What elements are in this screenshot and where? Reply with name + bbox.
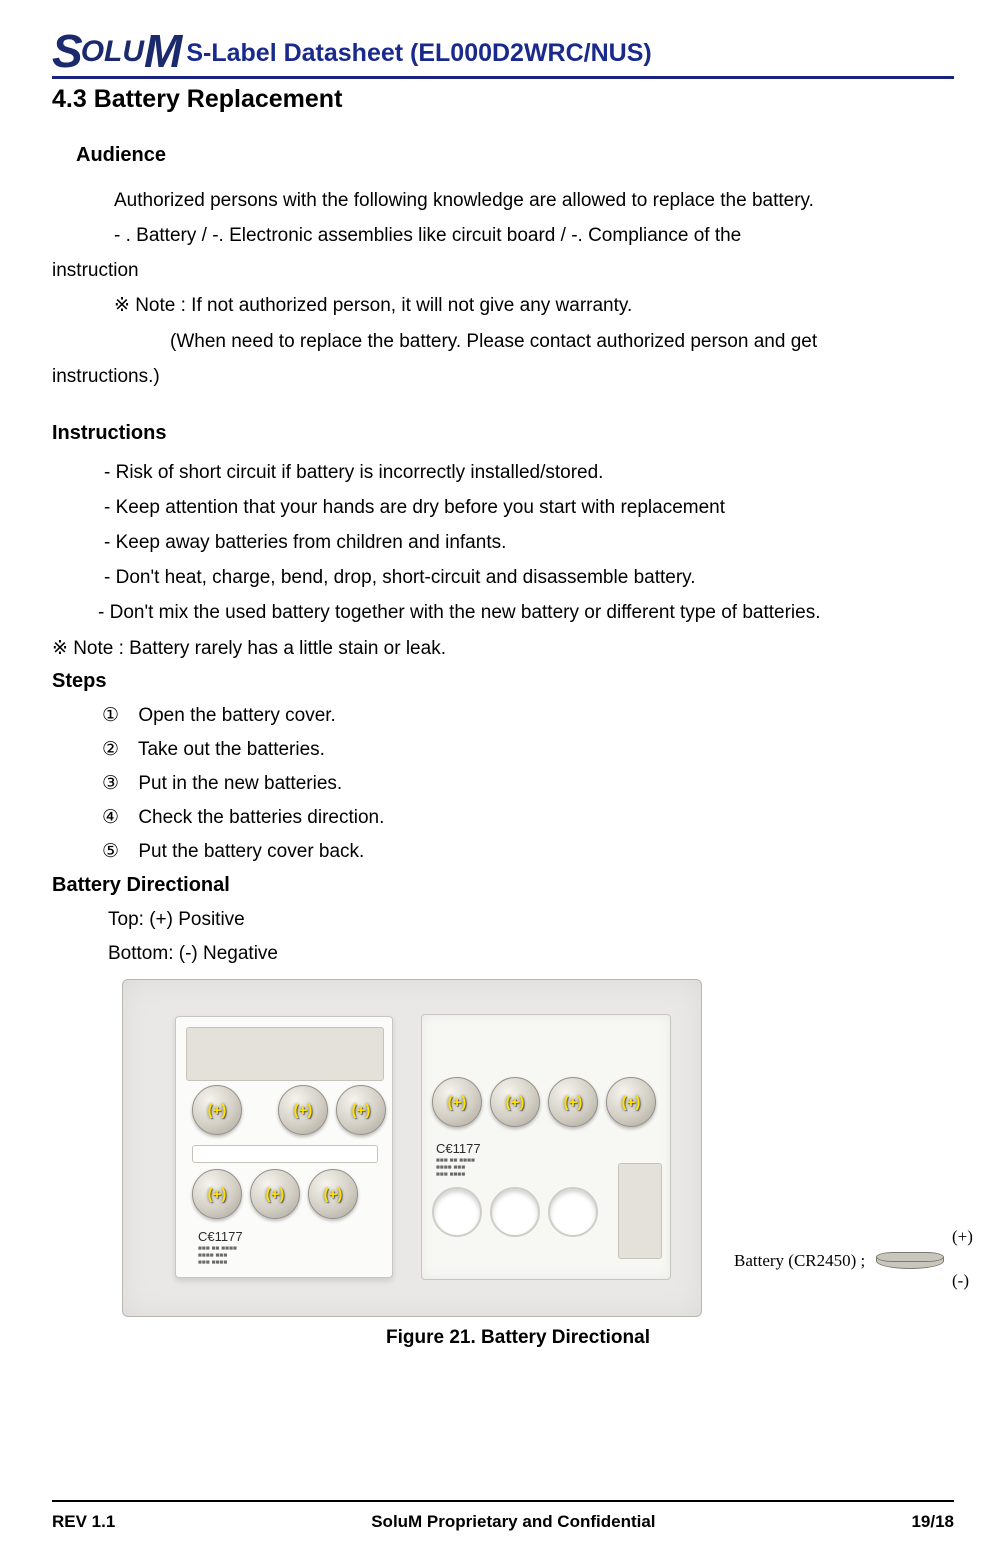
plus-label: (+) (208, 1186, 227, 1203)
logo: S OLU M (52, 18, 182, 72)
step-item: ① Open the battery cover. (102, 699, 954, 733)
step-item: ⑤ Put the battery cover back. (102, 835, 954, 869)
strip (618, 1163, 662, 1259)
step-num: ⑤ (102, 841, 119, 862)
side-diagram: Battery (CR2450) ; (+) (-) (734, 1251, 944, 1272)
audience-note1: ※ Note : If not authorized person, it wi… (114, 288, 954, 323)
step-num: ① (102, 705, 119, 726)
positive-label: (+) (952, 1227, 973, 1247)
audience-note2: (When need to replace the battery. Pleas… (170, 324, 954, 359)
step-num: ④ (102, 807, 119, 828)
logo-olu: OLU (81, 35, 144, 69)
plus-label: (+) (294, 1102, 313, 1119)
step-item: ② Take out the batteries. (102, 733, 954, 767)
battery-icon: (+) (278, 1085, 328, 1135)
device-box: (+) (+) (+) (+) (+) (+) C€1177 ■■■ ■■ ■■… (122, 979, 702, 1317)
battery-icon: (+) (250, 1169, 300, 1219)
plus-label: (+) (622, 1094, 641, 1111)
plus-label: (+) (324, 1186, 343, 1203)
empty-slot-icon (548, 1187, 598, 1237)
battery-icon: (+) (336, 1085, 386, 1135)
plus-label: (+) (506, 1094, 525, 1111)
strip (186, 1027, 384, 1081)
strip (192, 1145, 378, 1163)
instruction-item: - Keep attention that your hands are dry… (104, 490, 954, 525)
figure: (+) (+) (+) (+) (+) (+) C€1177 ■■■ ■■ ■■… (122, 979, 954, 1349)
plus-label: (+) (564, 1094, 583, 1111)
battery-row: (+) (+) (+) (192, 1085, 386, 1135)
footer: REV 1.1 SoluM Proprietary and Confidenti… (52, 1500, 954, 1532)
negative-label: (-) (952, 1271, 969, 1291)
tiny-text: ■■■ ■■ ■■■■■■■■ ■■■■■■ ■■■■ (198, 1245, 237, 1266)
page: S OLU M S-Label Datasheet (EL000D2WRC/NU… (0, 0, 1006, 1558)
empty-slot-icon (490, 1187, 540, 1237)
logo-m: M (144, 24, 182, 78)
page-number: 19/18 (911, 1512, 954, 1532)
battery-icon: (+) (432, 1077, 482, 1127)
steps-heading: Steps (52, 670, 954, 693)
plus-label: (+) (266, 1186, 285, 1203)
doc-title: S-Label Datasheet (EL000D2WRC/NUS) (186, 39, 651, 68)
confidential-label: SoluM Proprietary and Confidential (371, 1512, 655, 1532)
instruction-item: - Don't mix the used battery together wi… (98, 595, 954, 630)
battery-model-label: Battery (CR2450) ; (734, 1251, 865, 1270)
audience-line2: - . Battery / -. Electronic assemblies l… (114, 218, 954, 253)
cover-left: (+) (+) (+) (+) (+) (+) C€1177 ■■■ ■■ ■■… (175, 1016, 393, 1278)
audience-heading: Audience (76, 144, 954, 167)
battery-row: (+) (+) (+) (192, 1169, 358, 1219)
logo-s: S (52, 24, 81, 78)
step-text: Take out the batteries. (138, 739, 325, 760)
audience-note2b: instructions.) (52, 359, 954, 394)
battery-icon: (+) (192, 1169, 242, 1219)
instructions-note: ※ Note : Battery rarely has a little sta… (52, 631, 954, 666)
plus-label: (+) (208, 1102, 227, 1119)
bd-bottom: Bottom: (-) Negative (108, 937, 954, 971)
header: S OLU M S-Label Datasheet (EL000D2WRC/NU… (52, 18, 954, 79)
battery-row: (+) (+) (+) (+) (432, 1077, 656, 1127)
empty-slot-row (432, 1187, 598, 1237)
figure-caption: Figure 21. Battery Directional (82, 1327, 954, 1349)
step-text: Put the battery cover back. (138, 841, 364, 862)
audience-line2b: instruction (52, 253, 954, 288)
coin-battery-side-icon (876, 1252, 944, 1272)
instruction-item: - Don't heat, charge, bend, drop, short-… (104, 560, 954, 595)
step-num: ② (102, 739, 119, 760)
audience-line1: Authorized persons with the following kn… (114, 183, 954, 218)
battery-icon: (+) (548, 1077, 598, 1127)
coin-top (876, 1252, 944, 1262)
step-text: Put in the new batteries. (138, 773, 342, 794)
instructions-heading: Instructions (52, 422, 954, 445)
step-num: ③ (102, 773, 119, 794)
battery-icon: (+) (308, 1169, 358, 1219)
bd-top: Top: (+) Positive (108, 903, 954, 937)
rev-label: REV 1.1 (52, 1512, 115, 1532)
instruction-item: - Risk of short circuit if battery is in… (104, 455, 954, 490)
step-text: Check the batteries direction. (138, 807, 384, 828)
step-item: ④ Check the batteries direction. (102, 801, 954, 835)
plus-label: (+) (352, 1102, 371, 1119)
cover-right: (+) (+) (+) (+) C€1177 ■■■ ■■ ■■■■■■■■ ■… (421, 1014, 671, 1280)
ce-mark: C€1177 (198, 1229, 243, 1244)
instruction-item: - Keep away batteries from children and … (104, 525, 954, 560)
battery-icon: (+) (490, 1077, 540, 1127)
battery-icon: (+) (606, 1077, 656, 1127)
empty-slot-icon (432, 1187, 482, 1237)
step-text: Open the battery cover. (138, 705, 336, 726)
plus-label: (+) (448, 1094, 467, 1111)
battery-directional-heading: Battery Directional (52, 874, 954, 897)
battery-icon: (+) (192, 1085, 242, 1135)
ce-mark: C€1177 (436, 1141, 481, 1156)
section-title: 4.3 Battery Replacement (52, 85, 954, 114)
tiny-text: ■■■ ■■ ■■■■■■■■ ■■■■■■ ■■■■ (436, 1157, 475, 1178)
step-item: ③ Put in the new batteries. (102, 767, 954, 801)
